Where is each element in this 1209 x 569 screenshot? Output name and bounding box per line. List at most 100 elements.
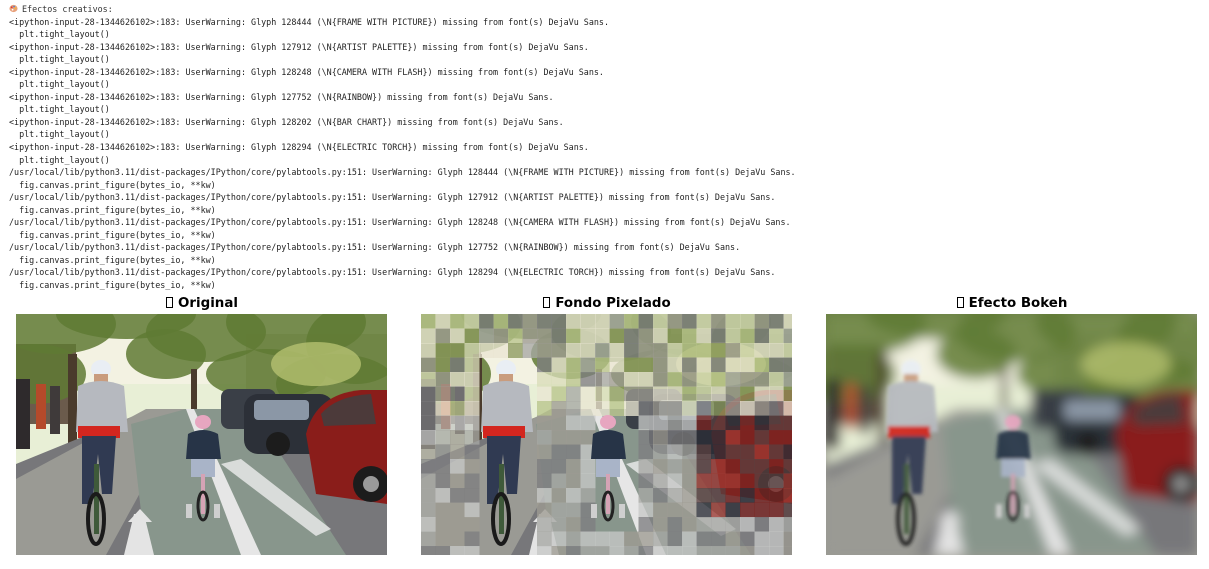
mosaic-block (725, 328, 741, 344)
mosaic-block (580, 357, 596, 373)
mosaic-block (522, 314, 538, 329)
pedestrian (846, 384, 856, 429)
mosaic-block (653, 444, 668, 460)
mosaic-block (754, 502, 770, 518)
mosaic-block (667, 343, 683, 358)
mosaic-block (769, 444, 784, 460)
mosaic-block (537, 488, 552, 503)
warning-source-line: plt.tight_layout() (9, 54, 110, 65)
mosaic-block (551, 430, 567, 445)
mosaic-block (696, 444, 712, 460)
bike-arrow (124, 514, 154, 555)
mosaic-block (667, 357, 683, 373)
adult-pants (487, 436, 521, 504)
mosaic-block (595, 357, 610, 373)
mosaic-block (435, 328, 451, 344)
mosaic-block (508, 314, 523, 329)
mosaic-block (450, 401, 465, 416)
mosaic-block (711, 314, 726, 329)
street-photo (826, 314, 1197, 555)
mosaic-block (551, 502, 567, 518)
warning-line: /usr/local/lib/python3.11/dist-packages/… (9, 167, 796, 178)
mosaic-block (551, 343, 567, 358)
mosaic-block (450, 546, 465, 555)
bike-arrow (934, 514, 964, 555)
mosaic-block (769, 357, 784, 373)
mosaic-block (421, 473, 436, 489)
mosaic-block (464, 386, 480, 402)
tree-canopy-light (1081, 342, 1171, 386)
mosaic-block (783, 517, 792, 532)
mosaic-block (580, 401, 596, 416)
mosaic-block (537, 502, 552, 518)
mosaic-block (740, 488, 755, 503)
mosaic-block (783, 401, 792, 416)
mosaic-block (580, 314, 596, 329)
image-pixelated-background (421, 314, 792, 555)
mosaic-block (769, 415, 784, 431)
mosaic-block (638, 444, 654, 460)
mosaic-block (696, 502, 712, 518)
output-header: Efectos creativos: (9, 3, 1204, 16)
mosaic-block (638, 473, 654, 489)
mosaic-block (740, 502, 755, 518)
mosaic-block (711, 357, 726, 373)
mosaic-block (711, 488, 726, 503)
mosaic-block (696, 517, 712, 532)
mosaic-block (638, 386, 654, 402)
mosaic-block (769, 502, 784, 518)
mosaic-block (754, 488, 770, 503)
missing-glyph-box-icon (166, 297, 174, 308)
red-car-window (1131, 394, 1186, 426)
mosaic-block (740, 372, 755, 387)
mosaic-block (551, 401, 567, 416)
child-jacket (996, 430, 1031, 459)
mosaic-block (711, 459, 726, 474)
mosaic-block (421, 502, 436, 518)
mosaic-block (754, 343, 770, 358)
mosaic-block (638, 372, 654, 387)
adult-pants (892, 436, 926, 504)
mosaic-block (450, 357, 465, 373)
mosaic-block (435, 531, 451, 547)
mosaic-block (609, 386, 625, 402)
mosaic-block (653, 343, 668, 358)
mosaic-block (421, 314, 436, 329)
mosaic-block (537, 546, 552, 555)
tree-canopy (126, 329, 206, 379)
tree-trunk (68, 354, 77, 474)
mosaic-block (740, 459, 755, 474)
mosaic-block (783, 430, 792, 445)
mosaic-block (421, 459, 436, 474)
mosaic-block (435, 314, 451, 329)
warning-source-line: plt.tight_layout() (9, 129, 110, 140)
adult-waistband (483, 426, 525, 438)
mosaic-block (595, 531, 610, 547)
mosaic-block (696, 357, 712, 373)
mosaic-block (783, 531, 792, 547)
mosaic-block (537, 430, 552, 445)
mosaic-block (435, 386, 451, 402)
mosaic-block (537, 328, 552, 344)
mosaic-block (682, 314, 697, 329)
warning-source-line: plt.tight_layout() (9, 79, 110, 90)
mosaic-block (595, 401, 610, 416)
adult-head (904, 374, 918, 384)
mosaic-block (783, 473, 792, 489)
mosaic-block (725, 343, 741, 358)
mosaic-block (624, 328, 639, 344)
mosaic-block (653, 328, 668, 344)
mosaic-block (783, 488, 792, 503)
mosaic-block (667, 401, 683, 416)
mosaic-block (421, 328, 436, 344)
mosaic-block (537, 415, 552, 431)
lane-line (1031, 459, 1141, 536)
mosaic-block (421, 517, 436, 532)
bike-wheel (896, 492, 916, 546)
mosaic-block (464, 357, 480, 373)
mosaic-block (725, 531, 741, 547)
tree-canopy-light (271, 342, 361, 386)
mosaic-block (696, 459, 712, 474)
panel-bokeh: Efecto Bokeh (826, 294, 1198, 556)
mosaic-block (580, 517, 596, 532)
